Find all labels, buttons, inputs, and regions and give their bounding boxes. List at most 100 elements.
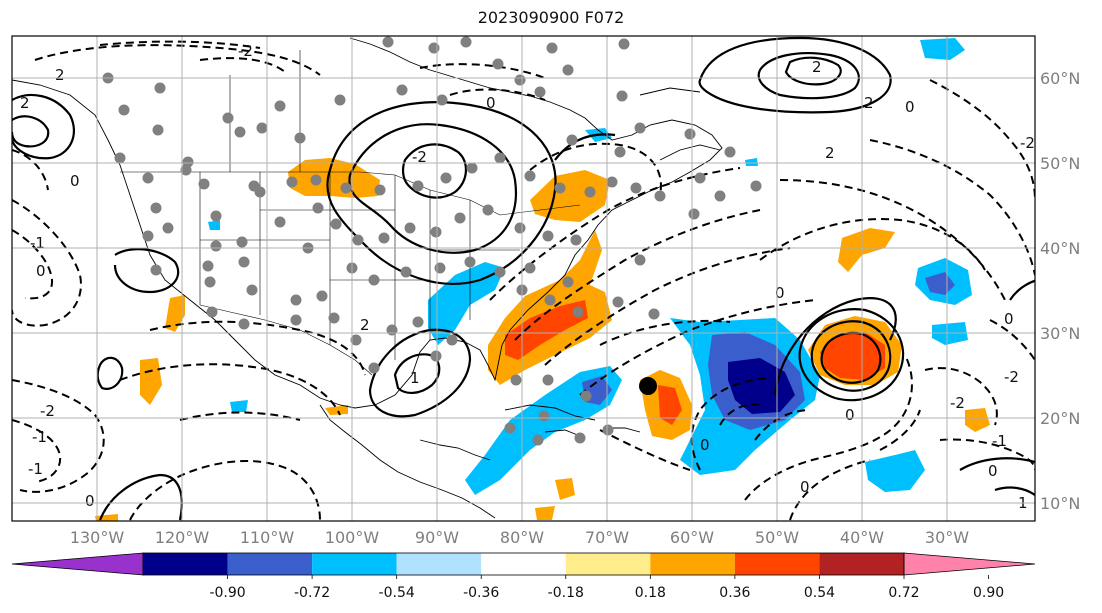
station-dot [368,362,380,374]
station-dot [580,390,592,402]
station-dot [446,334,458,346]
station-dot [562,276,574,288]
station-dot [434,262,446,274]
station-dot [688,208,700,220]
station-dot [150,202,162,214]
graticule [12,36,1035,521]
contour-label: 2 [812,58,822,76]
contour-label: 0 [775,284,785,302]
station-dot [396,84,408,96]
contour-label: 0 [70,172,80,190]
station-dot [256,122,268,134]
colorbar-tick-label: -0.72 [294,585,330,601]
contour-label: 0 [988,462,998,480]
station-dot [198,178,210,190]
station-dot [180,164,192,176]
fill-blue-small-5 [865,450,925,492]
station-dot [510,374,522,386]
colorbar-swatch [650,553,735,575]
colorbar-extend-low [11,552,144,576]
station-dot [374,184,386,196]
station-dot [236,236,248,248]
station-dot [616,90,628,102]
station-dot [532,434,544,446]
station-dot [634,254,646,266]
colorbar-swatch [396,553,482,575]
station-dot [694,172,706,184]
station-dot [254,186,266,198]
contour-label: 2 [360,316,370,334]
station-dot [238,318,250,330]
lat-label: 60°N [1040,69,1080,88]
contour-hurricane-3 [820,331,882,384]
contour-label: -1 [32,428,47,446]
station-dot [466,162,478,174]
contour-gulf-low-2 [393,353,441,394]
contour-hurricane-4 [773,297,897,396]
station-dot [142,230,154,242]
station-dot [310,174,322,186]
station-dot [274,100,286,112]
colorbar-tick-label: 0.72 [888,585,919,601]
contour-label: 0 [700,436,710,454]
station-dot [238,256,250,268]
station-dot [538,410,550,422]
station-dot [750,180,762,192]
station-dot [286,176,298,188]
station-dot [618,38,630,50]
station-dot [368,274,380,286]
lon-label: 110°W [240,528,295,547]
colorbar-tick-label: 0.36 [719,585,750,601]
station-dot [316,290,328,302]
station-dot [554,182,566,194]
station-dot [572,306,584,318]
fill-red-eastcoast [505,300,588,360]
colorbar-tick-label: 0.18 [635,585,666,601]
station-dot [204,276,216,288]
colorbar-swatch [312,553,397,575]
latitude-labels: 60°N 50°N 40°N 30°N 20°N 10°N [1040,69,1080,513]
contour-north-atl-high [698,36,892,114]
contour-trough-east [348,123,518,254]
colorbar-swatch [819,553,904,575]
fill-orange-midwest [288,158,380,198]
station-dot [602,424,614,436]
lon-label: 60°W [670,528,714,547]
station-dot [430,350,442,362]
station-dot [210,240,222,252]
station-dot [504,422,516,434]
fill-orange-south-1 [555,478,575,500]
contour-label: -1 [28,460,43,478]
station-dot [494,266,506,278]
contour-label: 0 [1004,310,1014,328]
contour-gulf-low [368,328,472,418]
fill-atlantic-darkblue [728,358,795,414]
station-dot [566,134,578,146]
lon-label: 70°W [585,528,629,547]
station-dot [614,146,626,158]
contour-label: 0 [36,262,46,280]
station-dot [428,42,440,54]
station-dot [648,308,660,320]
contour-atl-trough [554,133,616,161]
station-dot [234,126,246,138]
station-dot [352,234,364,246]
station-dot [294,132,306,144]
station-dot [514,222,526,234]
station-dot [436,94,448,106]
station-dot [570,234,582,246]
contour-label: -2 [40,402,55,420]
station-dot [210,210,222,222]
fill-orange-east-atl [965,408,990,432]
lon-label: 130°W [70,528,125,547]
station-dot [546,42,558,54]
lon-label: 50°W [755,528,799,547]
lon-label: 120°W [155,528,210,547]
storm-center-marker [639,377,657,395]
station-dot [290,314,302,326]
map-title: 2023090900 F072 [477,8,625,27]
lon-label: 80°W [500,528,544,547]
lon-label: 30°W [925,528,969,547]
station-dot [482,204,494,216]
contour-label: 0 [85,492,95,510]
